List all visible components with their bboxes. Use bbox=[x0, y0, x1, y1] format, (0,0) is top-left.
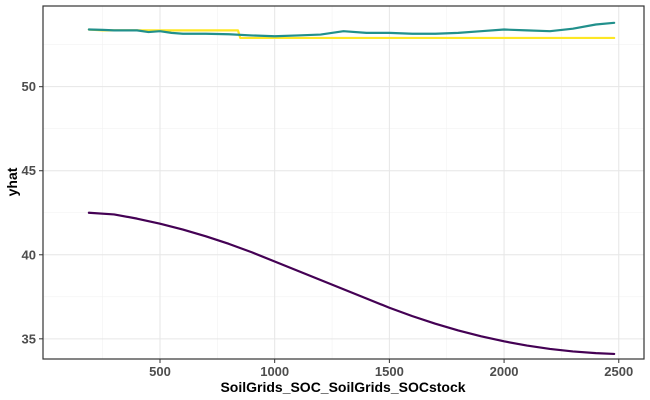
y-tick-label: 35 bbox=[22, 331, 36, 346]
series-layer bbox=[87, 21, 616, 356]
x-axis: 500 1000 1500 2000 2500 bbox=[149, 359, 633, 379]
gridlines bbox=[43, 6, 644, 359]
series-line-3 bbox=[87, 21, 616, 38]
plot-border bbox=[42, 5, 645, 360]
y-tick-label: 40 bbox=[22, 247, 36, 262]
x-tick-label: 1000 bbox=[260, 364, 289, 379]
x-tick-label: 500 bbox=[149, 364, 171, 379]
x-tick-label: 1500 bbox=[375, 364, 404, 379]
plot-background bbox=[43, 6, 644, 359]
y-tick-label: 50 bbox=[22, 79, 36, 94]
series-line-1 bbox=[87, 211, 616, 356]
x-tick-label: 2500 bbox=[604, 364, 633, 379]
y-axis: 35 40 45 50 bbox=[22, 79, 43, 346]
x-axis-title: SoilGrids_SOC_SoilGrids_SOCstock bbox=[220, 379, 465, 395]
y-tick-label: 45 bbox=[22, 163, 36, 178]
y-axis-title: yhat bbox=[4, 167, 20, 196]
x-tick-label: 2000 bbox=[490, 364, 519, 379]
